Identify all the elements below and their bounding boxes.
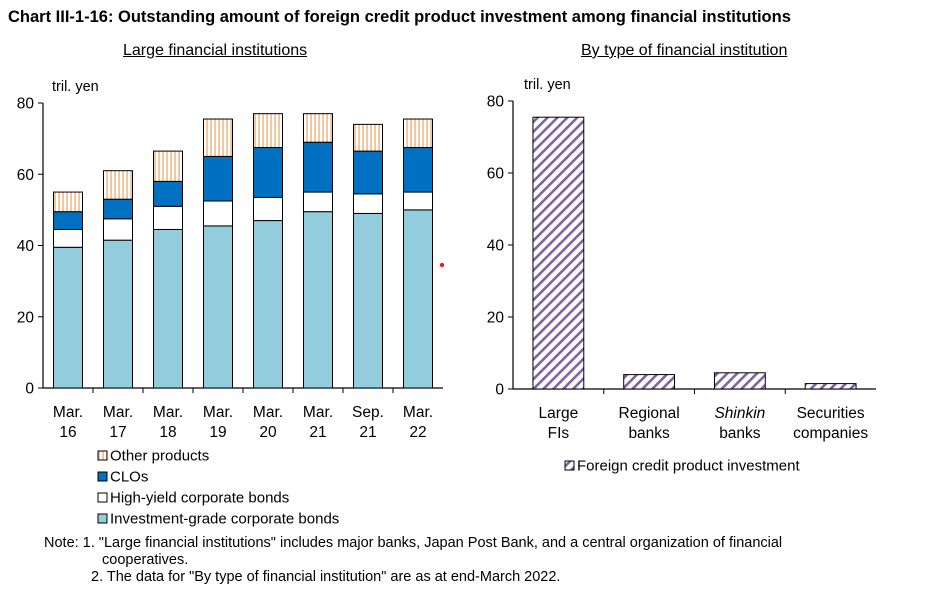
x-tick-label: 22 bbox=[409, 424, 426, 441]
left-y-tick-label: 0 bbox=[25, 381, 34, 398]
bar-segment bbox=[103, 218, 133, 241]
right-y-tick-label: 80 bbox=[487, 94, 505, 111]
x-tick-label: 17 bbox=[109, 424, 126, 441]
right-bar-chart: 0 20 40 60 80 tril. yen Large FIs Regional banks S… bbox=[487, 77, 876, 442]
bar-segment bbox=[253, 113, 283, 149]
chart-canvas: 0 20 40 60 80 tril. yen Mar. 16 Mar. 17 Mar. 18 Mar.… bbox=[17, 77, 876, 528]
x-tick-label: Shinkin bbox=[714, 405, 765, 422]
figure-title: Chart III-1-16: Outstanding amount of fo… bbox=[8, 8, 791, 26]
bar-segment bbox=[403, 147, 433, 193]
x-tick-label: 16 bbox=[59, 424, 76, 441]
legend-label: High-yield corporate bonds bbox=[110, 490, 289, 507]
note-1: Note: 1. "Large financial institutions" … bbox=[44, 535, 783, 551]
bar-segment bbox=[153, 180, 183, 207]
bar bbox=[713, 372, 766, 390]
x-tick-label: Mar. bbox=[253, 404, 283, 421]
bar-segment bbox=[403, 191, 433, 211]
legend-swatch bbox=[97, 492, 108, 503]
x-tick-label: FIs bbox=[548, 425, 570, 442]
left-y-tick-label: 40 bbox=[17, 238, 35, 255]
bar-segment bbox=[203, 200, 233, 227]
x-tick-label: Mar. bbox=[153, 404, 183, 421]
bar-segment bbox=[103, 239, 133, 389]
left-y-tick-label: 80 bbox=[17, 96, 35, 113]
legend-swatch bbox=[564, 460, 575, 471]
x-tick-label: banks bbox=[719, 425, 761, 442]
x-tick-label: Mar. bbox=[103, 404, 133, 421]
left-y-tick-label: 20 bbox=[17, 309, 35, 326]
bar-segment bbox=[303, 141, 333, 193]
right-unit-label: tril. yen bbox=[524, 77, 571, 93]
x-tick-label: Mar. bbox=[53, 404, 83, 421]
legend-label: Other products bbox=[110, 448, 209, 465]
bar-segment bbox=[53, 246, 83, 389]
bar-segment bbox=[303, 191, 333, 213]
bar-segment bbox=[203, 225, 233, 389]
bar-segment bbox=[103, 198, 133, 220]
x-tick-label: Securities bbox=[797, 405, 865, 422]
x-tick-label: banks bbox=[628, 425, 670, 442]
legend-swatch bbox=[97, 471, 108, 482]
note-1-continuation: cooperatives. bbox=[102, 552, 189, 568]
x-tick-label: Sep. bbox=[352, 404, 384, 421]
bar bbox=[804, 383, 857, 390]
bar-segment bbox=[253, 147, 283, 198]
bar-segment bbox=[153, 228, 183, 389]
bar-segment bbox=[203, 155, 233, 202]
legend-swatch bbox=[97, 450, 108, 461]
x-tick-label: Regional bbox=[619, 405, 680, 422]
bar-segment bbox=[403, 209, 433, 389]
x-tick-label: Mar. bbox=[303, 404, 333, 421]
bar-segment bbox=[353, 193, 383, 214]
legend-label: Investment-grade corporate bonds bbox=[110, 511, 339, 528]
bar-segment bbox=[203, 118, 233, 157]
bar-segment bbox=[153, 205, 183, 230]
bar bbox=[532, 116, 585, 390]
red-marker-dot bbox=[439, 262, 445, 268]
bar-segment bbox=[403, 118, 433, 149]
right-y-tick-label: 20 bbox=[487, 310, 505, 327]
bar-segment bbox=[353, 150, 383, 195]
x-tick-label: 21 bbox=[359, 424, 376, 441]
x-tick-label: 21 bbox=[309, 424, 326, 441]
bar-segment bbox=[103, 170, 133, 200]
left-stacked-bar-chart: 0 20 40 60 80 tril. yen Mar. 16 Mar. 17 Mar. 18 Mar.… bbox=[17, 79, 443, 441]
left-legend: Other products CLOs High-yield corporate b… bbox=[97, 448, 339, 528]
x-tick-label: 20 bbox=[259, 424, 277, 441]
x-tick-label: Large bbox=[539, 405, 579, 422]
bar-segment bbox=[353, 123, 383, 152]
bar-segment bbox=[253, 220, 283, 389]
note-2: 2. The data for "By type of financial in… bbox=[91, 569, 561, 585]
right-y-tick-label: 60 bbox=[487, 166, 505, 183]
notes: Note: 1. "Large financial institutions" … bbox=[44, 535, 782, 586]
bar-segment bbox=[53, 228, 83, 248]
left-unit-label: tril. yen bbox=[52, 79, 99, 95]
x-tick-label: 19 bbox=[209, 424, 226, 441]
x-tick-label: Mar. bbox=[403, 404, 433, 421]
x-tick-label: Mar. bbox=[203, 404, 233, 421]
bar-segment bbox=[303, 113, 333, 143]
legend-swatch bbox=[97, 513, 108, 524]
left-y-tick-label: 60 bbox=[17, 167, 35, 184]
left-panel-title: Large financial institutions bbox=[123, 42, 308, 59]
bar bbox=[623, 374, 676, 390]
bar-segment bbox=[353, 212, 383, 389]
bar-segment bbox=[253, 196, 283, 222]
x-tick-label: 18 bbox=[159, 424, 176, 441]
bar-segment bbox=[53, 211, 83, 230]
right-y-tick-label: 0 bbox=[495, 382, 504, 399]
right-panel-title: By type of financial institution bbox=[581, 42, 788, 59]
legend-label: CLOs bbox=[110, 469, 148, 486]
bar-segment bbox=[153, 150, 183, 182]
bar-segment bbox=[53, 191, 83, 213]
right-y-tick-label: 40 bbox=[487, 238, 505, 255]
bar-segment bbox=[303, 211, 333, 389]
x-tick-label: companies bbox=[793, 425, 868, 442]
right-legend: Foreign credit product investment bbox=[564, 458, 800, 475]
legend-label: Foreign credit product investment bbox=[577, 458, 800, 475]
